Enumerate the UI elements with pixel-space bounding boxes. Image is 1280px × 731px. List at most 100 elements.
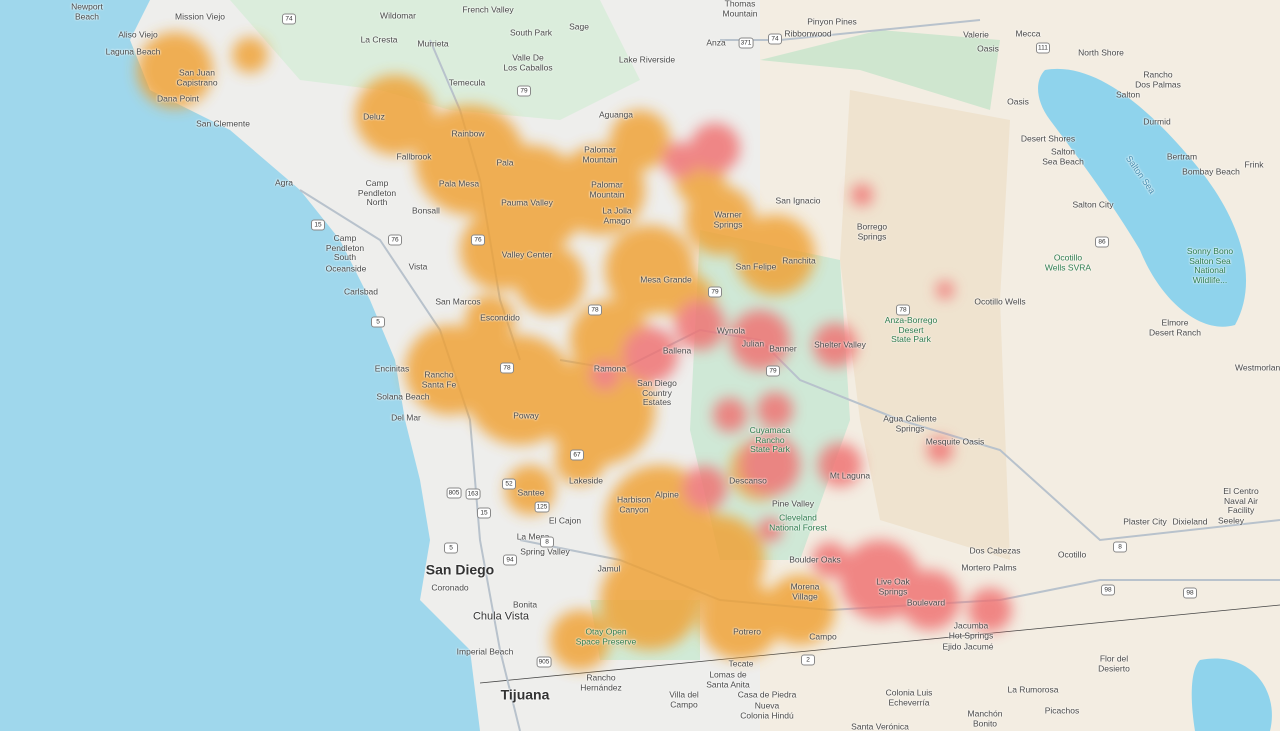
road-shield: 78	[500, 362, 514, 374]
place-label: La Mesa	[516, 531, 550, 542]
road-shield: 79	[766, 365, 780, 377]
road-shield: 111	[1036, 42, 1050, 54]
place-label: Aliso Viejo	[118, 29, 158, 40]
place-label: Lakeside	[568, 475, 604, 486]
place-label: Cleveland National Forest	[769, 512, 827, 532]
place-label: Rancho Hernández	[580, 672, 622, 692]
place-label: Palomar Mountain	[582, 144, 618, 164]
place-label: Anza-Borrego Desert State Park	[884, 314, 938, 344]
place-label: Oceanside	[325, 263, 367, 274]
place-label: San Felipe	[735, 261, 777, 272]
place-label: Morena Village	[790, 581, 820, 601]
place-label: Laguna Beach	[105, 46, 161, 57]
place-label: Imperial Beach	[456, 646, 514, 657]
road-shield: 98	[1101, 584, 1115, 596]
place-label: Oasis	[977, 43, 999, 54]
place-label: Flor del Desierto	[1098, 653, 1130, 673]
place-label: Pauma Valley	[501, 197, 553, 208]
place-label: Pala Mesa	[438, 178, 480, 189]
place-label: Ramona	[593, 363, 627, 374]
place-label: Solana Beach	[376, 391, 430, 402]
place-label: San Marcos	[435, 296, 481, 307]
place-label: Lake Riverside	[618, 54, 676, 65]
road-shield: 5	[444, 542, 458, 554]
place-label: French Valley	[462, 4, 514, 15]
road-shield: 74	[282, 13, 296, 25]
place-label: Ejido Jacumé	[942, 641, 994, 652]
road-shield: 5	[371, 316, 385, 328]
place-label: Ribbonwood	[784, 28, 832, 39]
place-label: Vista	[408, 261, 428, 272]
place-label: San Juan Capistrano	[176, 67, 218, 87]
place-label: Bertram	[1166, 151, 1198, 162]
place-label: Mt Laguna	[829, 470, 871, 481]
place-label: Salton City	[1072, 199, 1114, 210]
place-label: Anza	[706, 37, 726, 48]
place-label: Frink	[1244, 159, 1264, 170]
road-shield: 78	[588, 304, 602, 316]
place-label: Ocotillo Wells SVRA	[1044, 252, 1092, 272]
road-shield: 15	[477, 507, 491, 519]
place-label: Sage	[569, 21, 589, 32]
place-label: Carlsbad	[343, 286, 379, 297]
road-shield: 371	[738, 37, 754, 49]
road-shield: 79	[517, 85, 531, 97]
place-label: Agua Caliente Springs	[883, 413, 937, 433]
place-label: San Clemente	[196, 118, 250, 129]
place-label: San Ignacio	[775, 195, 821, 206]
place-label: La Jolla Amago	[602, 205, 632, 225]
place-label: Newport Beach	[71, 1, 103, 21]
place-label: Plaster City	[1123, 516, 1167, 527]
place-label: Jacumba Hot Springs	[948, 620, 994, 640]
place-label: Cuyamaca Rancho State Park	[749, 424, 791, 454]
road-shield: 905	[536, 656, 552, 668]
place-label: Seeley	[1218, 515, 1244, 526]
place-label: Descanso	[729, 475, 767, 486]
road-shield: 163	[465, 488, 481, 500]
place-label: Harbison Canyon	[616, 494, 652, 514]
place-label: North Shore	[1078, 47, 1124, 58]
place-label: Ranchita	[782, 255, 816, 266]
place-label: Camp Pendleton North	[357, 177, 397, 207]
place-label: Bonita	[512, 599, 538, 610]
place-label: Poway	[513, 410, 539, 421]
place-label: La Cresta	[360, 34, 398, 45]
place-label: Manchón Bonito	[967, 708, 1003, 728]
place-label: Desert Shores	[1020, 133, 1076, 144]
place-label: Valle De Los Caballos	[503, 52, 553, 72]
place-label: Dana Point	[156, 93, 200, 104]
place-label: Mesa Grande	[640, 274, 692, 285]
place-label: Banner	[769, 343, 797, 354]
road-shield: 76	[471, 234, 485, 246]
place-label: Temecula	[448, 77, 486, 88]
place-label: Santa Verónica	[851, 721, 909, 731]
road-shield: 86	[1095, 236, 1109, 248]
place-label: Escondido	[480, 312, 520, 323]
place-label: Oasis	[1007, 96, 1029, 107]
road-shield: 15	[311, 219, 325, 231]
place-label: La Rumorosa	[1007, 684, 1059, 695]
road-shield: 78	[896, 304, 910, 316]
place-label: Pala	[496, 157, 514, 168]
place-label: Aguanga	[598, 109, 634, 120]
place-label: Agra	[275, 177, 293, 188]
road-shield: 805	[446, 487, 462, 499]
place-label: El Centro Naval Air Facility	[1223, 485, 1259, 515]
place-label: Ballena	[662, 345, 692, 356]
place-label: Wynola	[716, 325, 746, 336]
place-label: Potrero	[733, 626, 761, 637]
place-label: Mission Viejo	[175, 11, 225, 22]
road-shield: 67	[570, 449, 584, 461]
place-label: Ocotillo Wells	[974, 296, 1026, 307]
place-label: Encinitas	[374, 363, 410, 374]
place-label: Valley Center	[501, 249, 553, 260]
place-label: Santee	[517, 487, 545, 498]
road-shield: 98	[1183, 587, 1197, 599]
place-label: Fallbrook	[396, 151, 432, 162]
place-label: Bonsall	[412, 205, 440, 216]
place-label: Durmid	[1143, 116, 1171, 127]
place-label: Deluz	[363, 111, 385, 122]
place-label: Colonia Luis Echeverría	[885, 687, 933, 707]
